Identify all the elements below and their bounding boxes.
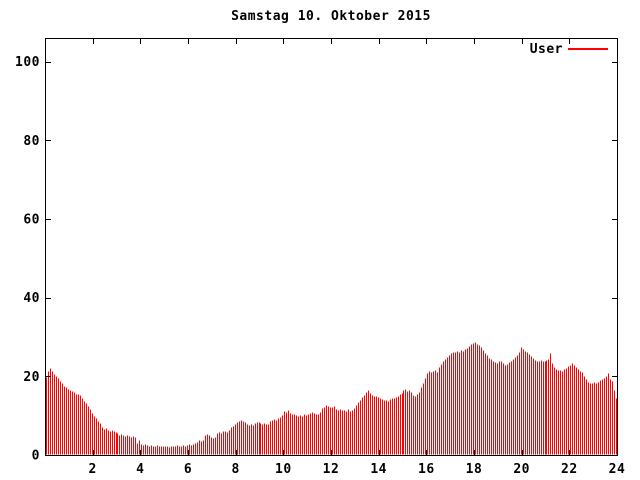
y-tick-label: 100 bbox=[15, 55, 40, 70]
x-tick-label: 6 bbox=[184, 462, 192, 477]
y-tick-label: 20 bbox=[23, 370, 40, 385]
x-tick-label: 12 bbox=[323, 462, 340, 477]
plot-border bbox=[45, 38, 618, 456]
x-tick-label: 14 bbox=[370, 462, 387, 477]
x-tick-label: 8 bbox=[232, 462, 240, 477]
user-bars-series bbox=[46, 342, 617, 455]
x-tick-label: 18 bbox=[466, 462, 483, 477]
legend-user-label: User bbox=[529, 42, 563, 57]
y-tick-label: 40 bbox=[23, 291, 40, 306]
chart-title: Samstag 10. Oktober 2015 bbox=[231, 9, 431, 24]
x-tick-label: 20 bbox=[513, 462, 530, 477]
x-tick-label: 4 bbox=[136, 462, 144, 477]
x-tick-label: 16 bbox=[418, 462, 435, 477]
y-tick-label: 0 bbox=[32, 449, 40, 464]
x-tick-label: 22 bbox=[561, 462, 578, 477]
axis-tick-marks bbox=[46, 39, 618, 456]
y-tick-label: 80 bbox=[23, 134, 40, 149]
x-tick-label: 24 bbox=[609, 462, 626, 477]
x-tick-label: 10 bbox=[275, 462, 292, 477]
x-tick-label: 2 bbox=[89, 462, 97, 477]
y-tick-label: 60 bbox=[23, 212, 40, 227]
